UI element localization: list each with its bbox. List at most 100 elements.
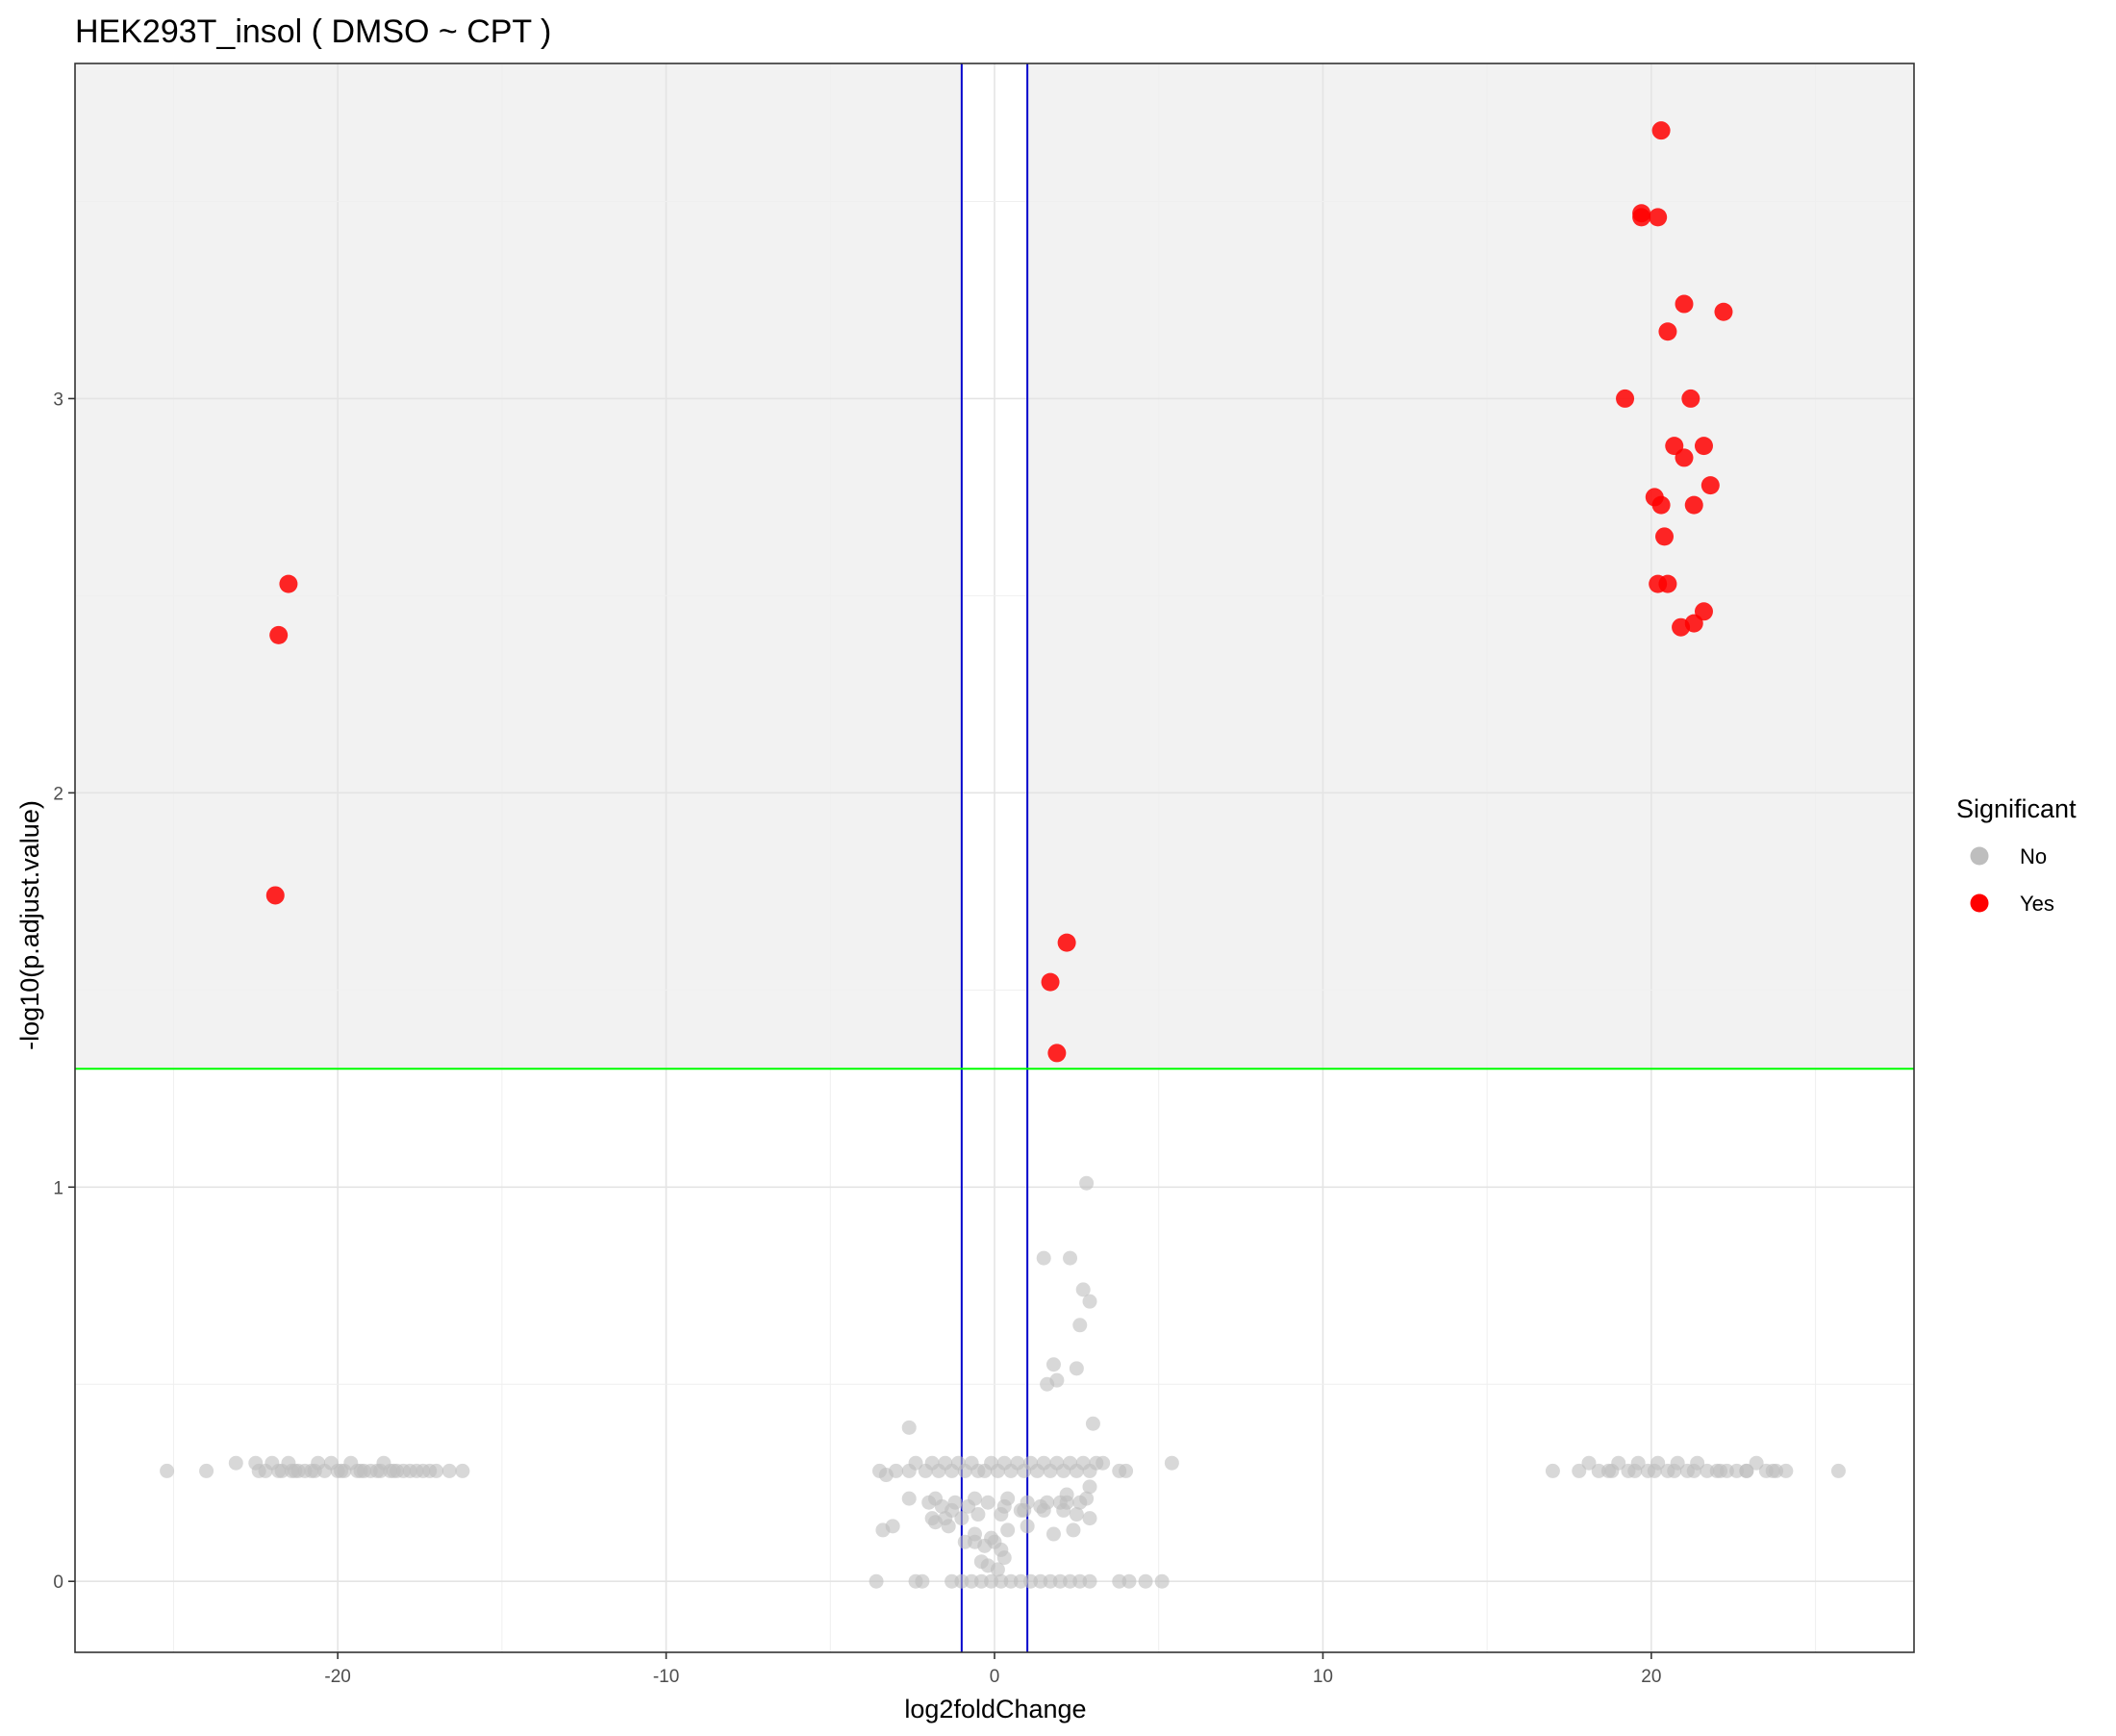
x-axis-title: log2foldChange [904, 1695, 1086, 1723]
point-not-significant [1000, 1522, 1016, 1538]
point-significant [1616, 389, 1635, 408]
point-not-significant [284, 1463, 299, 1478]
y-axis-title: -log10(p.adjust.value) [15, 800, 44, 1050]
point-not-significant [1749, 1455, 1764, 1471]
point-not-significant [996, 1550, 1012, 1566]
point-not-significant [1040, 1376, 1055, 1392]
point-significant [1714, 302, 1733, 321]
point-not-significant [1154, 1573, 1170, 1589]
point-not-significant [945, 1502, 960, 1518]
point-not-significant [901, 1491, 917, 1506]
point-not-significant [251, 1463, 266, 1478]
point-not-significant [980, 1558, 995, 1573]
point-significant [1675, 448, 1694, 467]
point-not-significant [1713, 1463, 1728, 1478]
point-not-significant [1765, 1463, 1780, 1478]
point-not-significant [928, 1515, 944, 1530]
point-not-significant [1072, 1495, 1088, 1510]
chart-title: HEK293T_insol ( DMSO ~ CPT ) [75, 13, 551, 50]
point-significant [1651, 121, 1671, 140]
x-tick-label: 10 [1313, 1667, 1333, 1687]
point-not-significant [1059, 1487, 1074, 1502]
reference-lines [75, 63, 1914, 1652]
point-not-significant [1082, 1573, 1097, 1589]
point-not-significant [901, 1420, 917, 1435]
point-significant [1684, 495, 1703, 515]
point-not-significant [307, 1463, 322, 1478]
point-not-significant [885, 1519, 900, 1534]
point-not-significant [160, 1463, 175, 1478]
y-tick-label: 2 [53, 784, 63, 804]
point-not-significant [1082, 1294, 1097, 1309]
point-not-significant [1045, 1357, 1061, 1372]
point-not-significant [1085, 1416, 1100, 1431]
x-tick-label: -10 [653, 1667, 679, 1687]
point-not-significant [441, 1463, 457, 1478]
point-not-significant [1739, 1463, 1754, 1478]
point-not-significant [1545, 1463, 1560, 1478]
point-significant [1700, 476, 1720, 495]
point-not-significant [1627, 1463, 1643, 1478]
point-not-significant [1072, 1318, 1088, 1333]
point-significant [1655, 527, 1675, 546]
point-not-significant [271, 1463, 287, 1478]
point-not-significant [1082, 1511, 1097, 1526]
point-not-significant [1013, 1502, 1028, 1518]
point-not-significant [228, 1455, 243, 1471]
point-not-significant [1079, 1175, 1095, 1191]
point-not-significant [1604, 1463, 1620, 1478]
point-significant [1681, 389, 1700, 408]
point-significant [1047, 1044, 1067, 1063]
y-axis: 0 1 2 3 [53, 390, 75, 1593]
legend-swatch-no [1970, 846, 1989, 866]
point-significant [1649, 208, 1668, 227]
point-significant [1658, 574, 1677, 593]
point-not-significant [1033, 1498, 1048, 1514]
point-not-significant [1066, 1522, 1081, 1538]
data-points [160, 121, 1846, 1589]
point-significant [1632, 208, 1651, 227]
point-not-significant [1020, 1519, 1035, 1534]
x-axis: -20 -10 0 10 20 [324, 1652, 1661, 1687]
point-not-significant [1082, 1479, 1097, 1495]
legend-swatch-yes [1970, 893, 1989, 913]
point-not-significant [1036, 1250, 1051, 1266]
point-not-significant [1075, 1282, 1091, 1297]
point-not-significant [334, 1463, 349, 1478]
point-not-significant [199, 1463, 214, 1478]
point-significant [1651, 495, 1671, 515]
point-significant [269, 625, 289, 644]
point-not-significant [996, 1498, 1012, 1514]
point-not-significant [1647, 1463, 1662, 1478]
point-not-significant [1164, 1455, 1179, 1471]
point-not-significant [455, 1463, 470, 1478]
legend-title: Significant [1956, 794, 2077, 823]
point-not-significant [1096, 1455, 1111, 1471]
point-not-significant [1778, 1463, 1794, 1478]
point-not-significant [1121, 1573, 1137, 1589]
legend-label-no: No [2020, 844, 2047, 868]
point-not-significant [889, 1463, 904, 1478]
point-not-significant [970, 1507, 986, 1522]
point-not-significant [1063, 1250, 1078, 1266]
grid-lines [75, 63, 1914, 1652]
point-not-significant [429, 1463, 444, 1478]
point-not-significant [1581, 1455, 1597, 1471]
point-significant [265, 886, 285, 905]
point-significant [1057, 933, 1076, 952]
legend: Significant No Yes [1956, 794, 2077, 916]
point-not-significant [941, 1519, 956, 1534]
point-not-significant [373, 1463, 389, 1478]
point-not-significant [1138, 1573, 1153, 1589]
point-not-significant [1572, 1463, 1587, 1478]
point-not-significant [961, 1498, 976, 1514]
point-not-significant [921, 1495, 937, 1510]
x-tick-label: 0 [990, 1667, 1000, 1687]
point-significant [1694, 437, 1713, 456]
x-tick-label: 20 [1641, 1667, 1661, 1687]
point-not-significant [1830, 1463, 1846, 1478]
point-not-significant [386, 1463, 401, 1478]
point-not-significant [353, 1463, 368, 1478]
point-not-significant [1119, 1463, 1134, 1478]
